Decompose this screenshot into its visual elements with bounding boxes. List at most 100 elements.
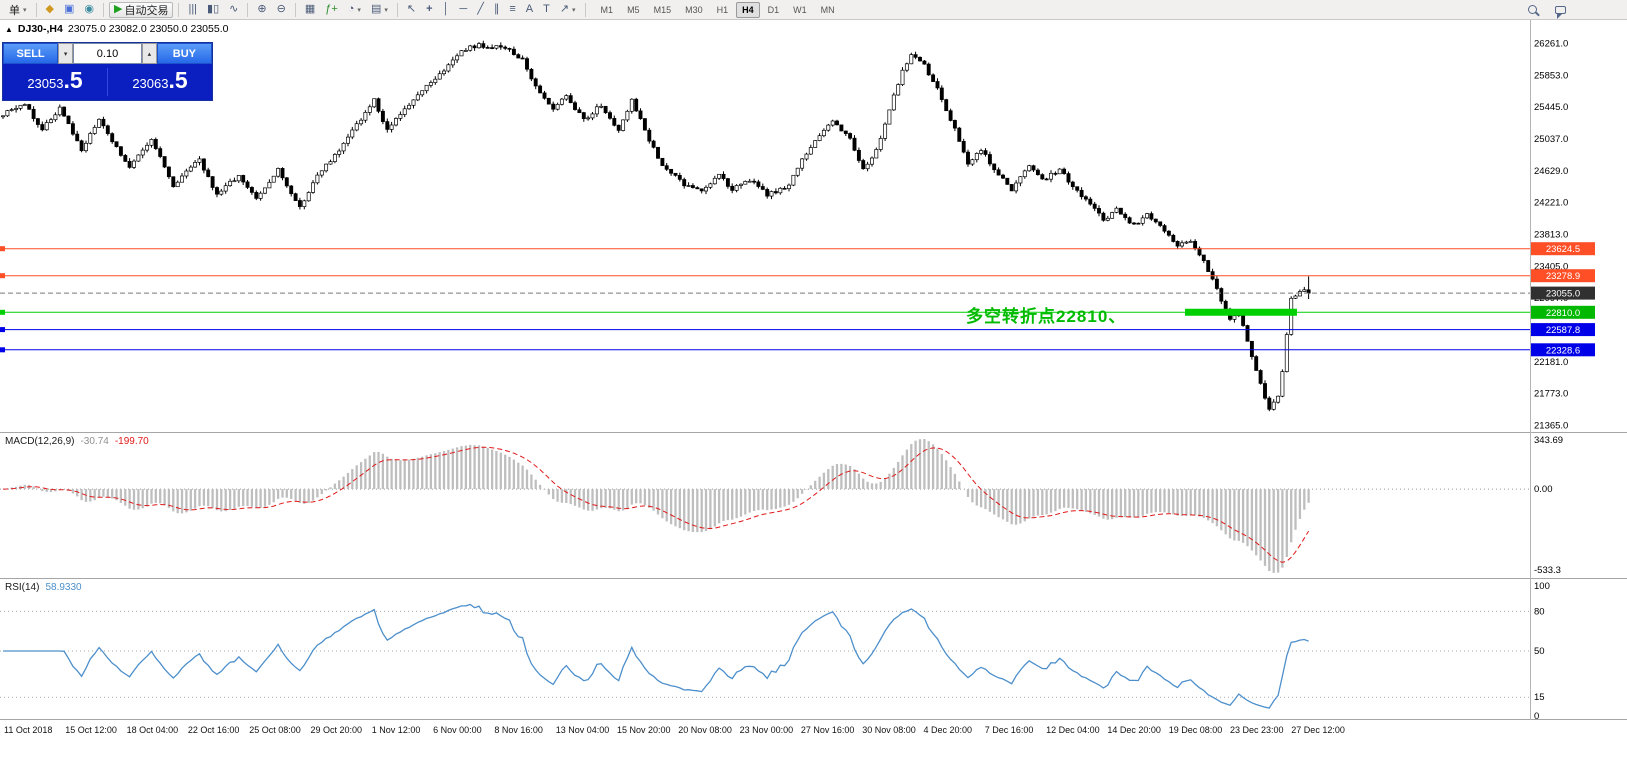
toolbar-separator [35,2,37,17]
timeframe-button-m5[interactable]: M5 [627,4,640,15]
time-axis-label: 15 Oct 12:00 [65,725,117,735]
timeframe-button-m30[interactable]: M30 [685,4,703,15]
timeframe-button-w1[interactable]: W1 [793,4,807,15]
price-axis-label: 24221.0 [1534,198,1568,209]
terminal-icon[interactable]: ◉ [84,3,94,15]
time-axis-label: 20 Nov 08:00 [678,725,732,735]
macd-name: MACD(12,26,9) [5,436,75,447]
autotrading-button[interactable]: ▶ 自动交易 [109,1,174,18]
arrows-icon[interactable]: ↗ ▾ [559,3,576,15]
tile-windows-icon[interactable]: ▦ [304,3,316,15]
rsi-line [3,603,1309,709]
price-axis-label: 22181.0 [1534,357,1568,368]
search-button[interactable] [1524,2,1541,18]
time-axis-label: 8 Nov 16:00 [494,725,543,735]
toolbar-separator [178,2,180,17]
rsi-axis-label: 0 [1534,711,1539,719]
toolbar-separator [584,2,586,17]
timeframe-button-h4[interactable]: H4 [736,1,760,18]
rsi-panel[interactable]: 100 80 50 15 0 [0,579,1627,719]
toolbar-separator [103,2,104,17]
timeframe-button-m15[interactable]: M15 [653,4,672,15]
time-axis-label: 25 Oct 08:00 [249,725,301,735]
candlestick-chart-icon[interactable]: ▮▯ [207,3,220,15]
timeframe-button-mn[interactable]: MN [820,4,835,15]
symbol-marker-icon: ▲ [5,24,13,34]
line-handle[interactable] [0,347,5,353]
line-handle[interactable] [0,246,5,252]
price-axis-label: 25853.0 [1534,70,1568,81]
time-axis-label: 27 Nov 16:00 [800,725,855,735]
rsi-name: RSI(14) [5,582,40,593]
zoom-out-icon[interactable]: ⊖ [276,3,286,15]
volume-up-button[interactable]: ▴ [142,43,157,64]
line-handle[interactable] [0,327,5,333]
line-handle[interactable] [0,309,5,315]
time-axis-label: 30 Nov 08:00 [862,725,916,735]
volume-input[interactable] [73,43,142,64]
price-axis[interactable] [1531,20,1627,720]
time-axis-label: 7 Dec 16:00 [984,725,1034,735]
navigator-icon[interactable]: ▣ [63,3,75,15]
new-order-button[interactable]: 单 ▾ [9,4,27,17]
macd-signal-line [2,446,1310,563]
time-axis-label: 11 Oct 2018 [4,725,53,735]
macd-axis-label: -533.3 [1534,565,1561,576]
timeframe-button-h1[interactable]: H1 [716,4,729,15]
time-axis-label: 4 Dec 20:00 [923,725,973,735]
price-tag-label: 23624.5 [1546,244,1580,255]
crosshair-icon[interactable]: + [426,3,433,15]
chart-annotation[interactable]: 多空转折点22810、 [966,307,1127,326]
candles [1,40,1311,412]
buy-button[interactable]: BUY [156,43,212,64]
templates-icon[interactable]: ▤ ▾ [370,3,388,15]
time-axis-label: 18 Oct 04:00 [126,725,179,735]
price-tag [1531,269,1595,283]
market-watch-icon[interactable]: ◆ [45,3,54,15]
price-tag [1531,343,1595,357]
panel-splitter-rsi[interactable] [0,578,1627,579]
volume-down-button[interactable]: ▾ [58,43,73,64]
timeframe-button-m1[interactable]: M1 [600,4,614,15]
chat-button[interactable] [1551,2,1570,19]
horizontal-line-icon[interactable]: ─ [459,3,468,15]
sell-button[interactable]: SELL [3,43,59,64]
buy-price[interactable]: 23063.5 [108,62,212,102]
macd-panel[interactable]: 343.69 0.00 -533.3 [0,433,1627,578]
price-axis-label: 23405.0 [1534,261,1568,272]
line-chart-icon[interactable]: ∿ [229,3,239,15]
time-axis-label: 27 Dec 12:00 [1291,725,1345,735]
main-chart[interactable]: 26261.0 25853.0 25445.0 25037.0 24629.0 24221… [0,20,1627,432]
panel-splitter-macd[interactable] [0,432,1627,433]
chat-icon [1555,5,1566,19]
time-axis-label: 13 Nov 04:00 [555,725,610,735]
zoom-in-icon[interactable]: ⊕ [257,3,267,15]
indicators-icon[interactable]: ƒ+ [325,3,338,15]
timeframe-button-d1[interactable]: D1 [767,4,780,15]
price-axis-border [1530,20,1531,720]
rsi-value: 58.9330 [45,582,82,593]
price-tag-label: 22810.0 [1546,308,1580,319]
toolbar-separator [247,2,249,17]
bar-chart-icon[interactable]: ||| [188,3,198,15]
text-icon[interactable]: A [525,3,534,15]
time-axis-label: 19 Dec 08:00 [1168,725,1223,735]
buy-price-main: 23063 [132,76,169,91]
time-axis-label: 12 Dec 04:00 [1046,725,1100,735]
channel-icon[interactable]: ∥ [493,3,500,15]
time-axis[interactable]: 11 Oct 2018 15 Oct 12:00 18 Oct 04:00 22 Oc… [0,720,1627,742]
price-tag [1531,286,1595,300]
cursor-icon[interactable]: ↖ [406,3,417,15]
macd-axis-label: 0.00 [1534,484,1553,495]
trendline-icon[interactable]: ╱ [477,3,484,15]
chart-window: 26261.0 25853.0 25445.0 25037.0 24629.0 24221… [0,20,1627,763]
time-axis-label: 6 Nov 00:00 [433,725,482,735]
periods-icon[interactable]: ◔ ▾ [347,3,361,15]
price-tag-label: 23278.9 [1546,271,1580,282]
chart-title: ▲ DJ30-,H4 23075.0 23082.0 23050.0 23055… [5,23,228,35]
vertical-line-icon[interactable]: │ [442,3,450,15]
label-icon[interactable]: T [543,3,550,15]
line-handle[interactable] [0,273,5,279]
fibonacci-icon[interactable]: ≡ [509,3,516,15]
sell-price[interactable]: 23053.5 [3,62,107,102]
